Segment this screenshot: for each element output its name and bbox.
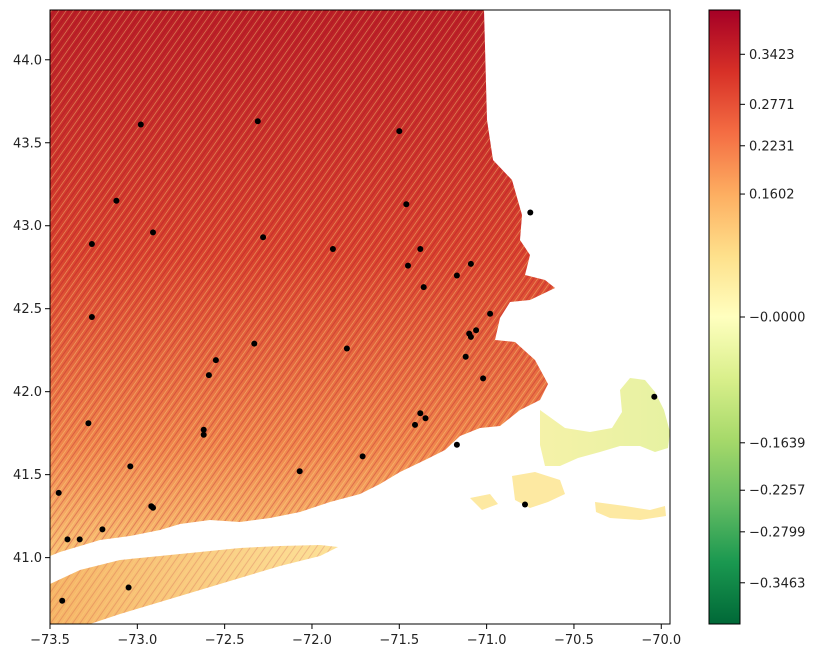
y-tick-label: 41.0	[13, 551, 42, 566]
data-point	[55, 489, 62, 496]
data-point	[422, 415, 429, 422]
data-point	[467, 260, 474, 267]
x-tick-label: −70.5	[554, 633, 594, 648]
colorbar: 0.3423 0.2771 0.2231 0.1602 −0.0000 −0.1639 −0…	[708, 9, 805, 625]
data-point	[420, 284, 427, 291]
y-axis-ticks: 41.0 41.5 42.0 42.5 43.0 43.5 44.0	[13, 53, 50, 566]
colorbar-ticks: 0.3423 0.2771 0.2231 0.1602 −0.0000 −0.1639 −0…	[740, 48, 805, 591]
colorbar-tick-label: −0.3463	[749, 576, 805, 591]
long-island-texture	[50, 545, 338, 624]
colorbar-tick-label: 0.2231	[749, 139, 795, 154]
colorbar-tick-label: −0.1639	[749, 436, 805, 451]
data-point	[405, 262, 411, 269]
colorbar-tick-label: −0.0000	[749, 311, 805, 326]
points-layer	[55, 118, 658, 604]
colorbar-tick-label: 0.1602	[749, 188, 795, 203]
heatmap-land	[50, 10, 670, 624]
mainland-texture	[50, 10, 555, 556]
data-point	[85, 420, 92, 427]
data-point	[150, 229, 156, 236]
x-tick-label: −72.0	[292, 633, 332, 648]
data-point	[64, 536, 71, 543]
x-tick-label: −71.0	[467, 633, 507, 648]
x-tick-label: −73.0	[117, 633, 157, 648]
map-axes	[49, 9, 671, 625]
cape-cod-region	[540, 378, 670, 466]
data-point	[480, 375, 487, 382]
y-tick-label: 41.5	[13, 468, 42, 483]
y-tick-label: 43.5	[13, 136, 42, 151]
data-point	[453, 272, 460, 279]
y-tick-label: 44.0	[13, 53, 42, 68]
data-point	[403, 201, 410, 208]
data-point	[467, 333, 474, 340]
x-tick-label: −71.5	[379, 633, 419, 648]
data-point	[200, 426, 207, 433]
data-point	[251, 340, 258, 347]
x-tick-label: −72.5	[205, 633, 245, 648]
data-point	[453, 441, 460, 448]
islands-region	[470, 472, 666, 520]
y-tick-label: 42.5	[13, 302, 42, 317]
colorbar-gradient	[709, 10, 740, 624]
data-point	[522, 501, 528, 508]
y-tick-label: 43.0	[13, 219, 42, 234]
data-point	[359, 453, 366, 460]
data-point	[127, 463, 134, 470]
data-point	[651, 393, 658, 400]
colorbar-tick-label: −0.2257	[749, 484, 805, 499]
data-point	[212, 357, 219, 364]
x-axis-ticks: −73.5 −73.0 −72.5 −72.0 −71.5 −71.0 −70.5 −70.0	[30, 624, 681, 648]
data-point	[150, 504, 156, 511]
data-point	[473, 327, 480, 334]
data-point	[200, 431, 207, 438]
data-point	[329, 246, 336, 252]
colorbar-tick-label: 0.2771	[749, 98, 795, 113]
data-point	[113, 197, 120, 204]
data-point	[99, 526, 106, 533]
data-point	[417, 410, 424, 417]
data-point	[527, 209, 534, 216]
x-tick-label: −70.0	[641, 633, 681, 648]
data-point	[462, 353, 469, 360]
data-point	[396, 128, 403, 135]
data-point	[76, 536, 83, 543]
axes-frame	[49, 9, 671, 625]
data-point	[412, 421, 418, 428]
data-point	[487, 310, 494, 317]
x-tick-label: −73.5	[30, 633, 70, 648]
data-point	[296, 468, 303, 475]
data-point	[417, 246, 424, 252]
data-point	[254, 118, 261, 125]
data-point	[125, 584, 132, 591]
data-point	[88, 314, 95, 320]
data-point	[260, 234, 267, 241]
data-point	[137, 121, 144, 128]
data-point	[88, 241, 95, 247]
colorbar-tick-label: 0.3423	[749, 48, 795, 63]
y-tick-label: 42.0	[13, 385, 42, 400]
data-point	[59, 597, 66, 604]
colorbar-tick-label: −0.2799	[749, 525, 805, 540]
data-point	[343, 345, 350, 352]
data-point	[205, 372, 212, 379]
